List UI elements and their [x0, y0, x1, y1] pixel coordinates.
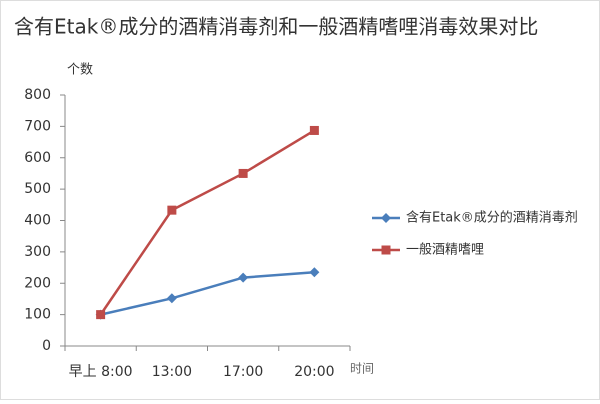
point — [238, 168, 248, 178]
point — [309, 125, 319, 135]
y-axis-label: 个数 — [67, 63, 93, 78]
chart-title: 含有Etak®成分的酒精消毒剂和一般酒精嗜哩消毒效果对比 — [14, 15, 538, 39]
point — [381, 213, 391, 223]
legend-label: 含有Etak®成分的酒精消毒剂 — [406, 210, 578, 226]
x-tick-label: 17:00 — [223, 364, 263, 380]
point — [238, 272, 249, 283]
y-tick-label: 500 — [24, 181, 51, 197]
point — [167, 205, 177, 215]
x-axis-label: 时间 — [350, 362, 374, 376]
point — [309, 267, 320, 278]
x-tick-label: 早上 8:00 — [69, 364, 133, 380]
point — [381, 245, 391, 255]
series-line — [100, 271, 315, 316]
x-tick-label: 20:00 — [294, 364, 334, 380]
y-tick-label: 0 — [42, 338, 51, 354]
x-tick-label: 13:00 — [152, 364, 192, 380]
y-tick-label: 400 — [24, 213, 51, 229]
series-line — [99, 129, 316, 316]
y-tick-label: 300 — [24, 244, 51, 260]
y-tick-label: 100 — [24, 307, 51, 323]
point — [166, 293, 177, 304]
y-tick-label: 700 — [24, 118, 51, 134]
y-tick-label: 800 — [24, 87, 51, 103]
y-tick-label: 200 — [24, 275, 51, 291]
point — [96, 310, 106, 320]
legend-label: 一般酒精嗜哩 — [406, 242, 484, 258]
y-tick-label: 600 — [24, 150, 51, 166]
